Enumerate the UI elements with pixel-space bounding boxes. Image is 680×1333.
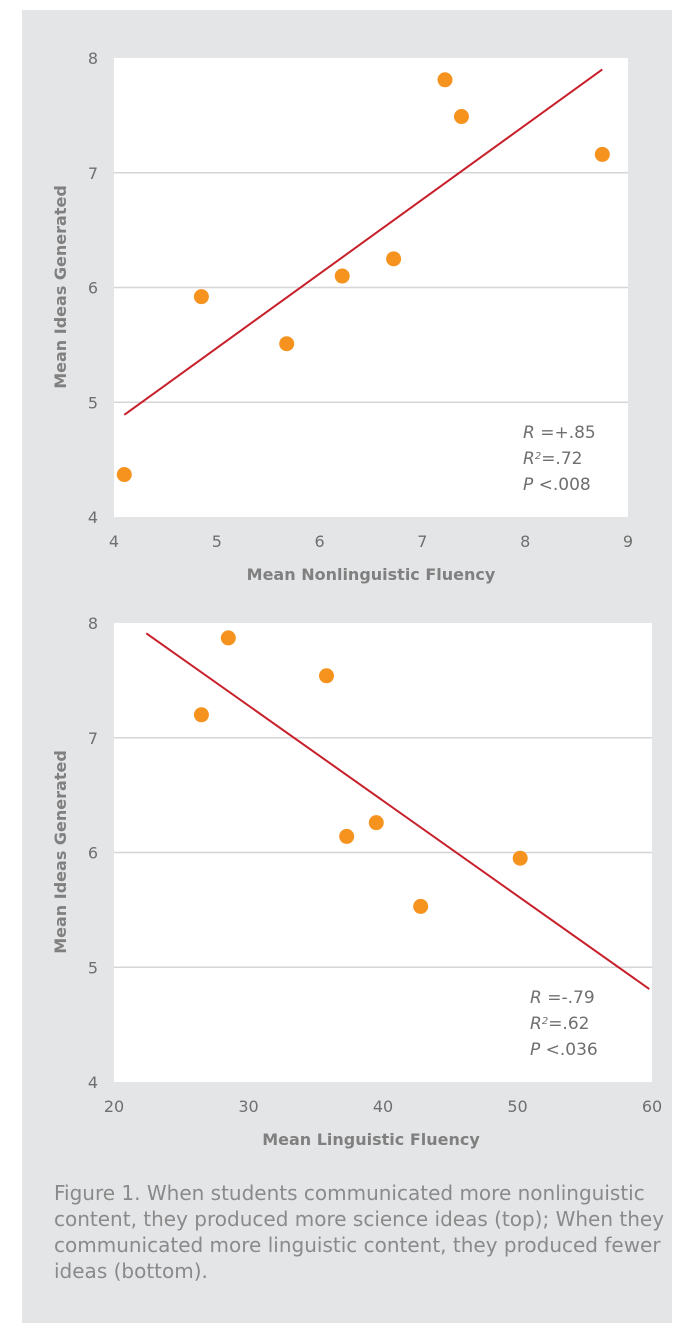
stat-p-value: <.008	[539, 475, 591, 495]
data-point	[368, 815, 384, 831]
data-point	[220, 630, 236, 646]
y-axis-label: Mean Ideas Generated	[51, 185, 70, 389]
x-tick-label: 20	[104, 1097, 124, 1116]
stat-r2-value: =.72	[541, 449, 582, 469]
stat-p: P <.008	[523, 475, 591, 495]
x-tick-label: 6	[315, 532, 325, 551]
stats-annotation: R =+.85 R2=.72 P <.008	[523, 423, 596, 495]
stat-r2: R2=.62	[530, 1014, 589, 1034]
data-point	[279, 336, 295, 352]
scatter-chart-linguistic: 4 5 6 7 8 20 30 40 50 60 Mean Linguistic Fluency…	[51, 614, 662, 1149]
data-point	[319, 668, 335, 684]
stat-r-value: =+.85	[540, 423, 596, 443]
data-point	[116, 467, 132, 483]
stats-annotation: R =-.79 R2=.62 P <.036	[530, 988, 598, 1060]
x-tick-label: 9	[623, 532, 633, 551]
stat-r-value: =-.79	[547, 988, 594, 1008]
data-point	[453, 109, 469, 125]
x-tick-label: 8	[520, 532, 530, 551]
stat-r: R =+.85	[523, 423, 596, 443]
data-point	[413, 898, 429, 914]
x-tick-label: 7	[417, 532, 427, 551]
stat-r2: R2=.72	[523, 449, 582, 469]
y-tick-label: 4	[88, 508, 98, 527]
stat-r2-value: =.62	[548, 1014, 589, 1034]
x-tick-label: 60	[642, 1097, 662, 1116]
trend-line	[145, 632, 650, 990]
y-tick-label: 7	[88, 729, 98, 748]
data-point	[339, 828, 355, 844]
y-axis-label: Mean Ideas Generated	[51, 750, 70, 954]
y-tick-label: 8	[88, 49, 98, 68]
stat-p: P <.036	[530, 1040, 598, 1060]
data-point	[512, 850, 528, 866]
data-point	[193, 289, 209, 305]
stat-r: R =-.79	[530, 988, 595, 1008]
x-tick-label: 50	[507, 1097, 527, 1116]
x-tick-label: 40	[373, 1097, 393, 1116]
data-point	[334, 268, 350, 284]
y-tick-label: 7	[88, 164, 98, 183]
x-tick-label: 30	[238, 1097, 258, 1116]
data-point	[437, 72, 453, 88]
y-tick-label: 8	[88, 614, 98, 633]
x-tick-label: 4	[109, 532, 119, 551]
y-tick-label: 5	[88, 393, 98, 412]
figure-caption: Figure 1. When students communicated mor…	[54, 1181, 665, 1283]
x-axis-label: Mean Nonlinguistic Fluency	[247, 565, 496, 584]
y-tick-label: 6	[88, 279, 98, 298]
data-point	[594, 146, 610, 162]
y-tick-label: 5	[88, 958, 98, 977]
x-tick-label: 5	[212, 532, 222, 551]
y-tick-label: 6	[88, 844, 98, 863]
data-point	[193, 707, 209, 723]
y-tick-label: 4	[88, 1073, 98, 1092]
data-point	[386, 251, 402, 267]
stat-p-value: <.036	[546, 1040, 598, 1060]
x-axis-label: Mean Linguistic Fluency	[262, 1130, 480, 1149]
trend-line	[123, 68, 603, 416]
